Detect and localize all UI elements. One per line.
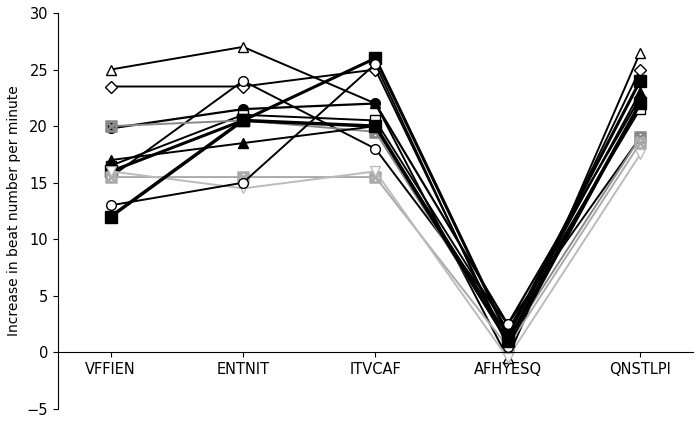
Y-axis label: Increase in beat number per minute: Increase in beat number per minute [7,85,21,336]
